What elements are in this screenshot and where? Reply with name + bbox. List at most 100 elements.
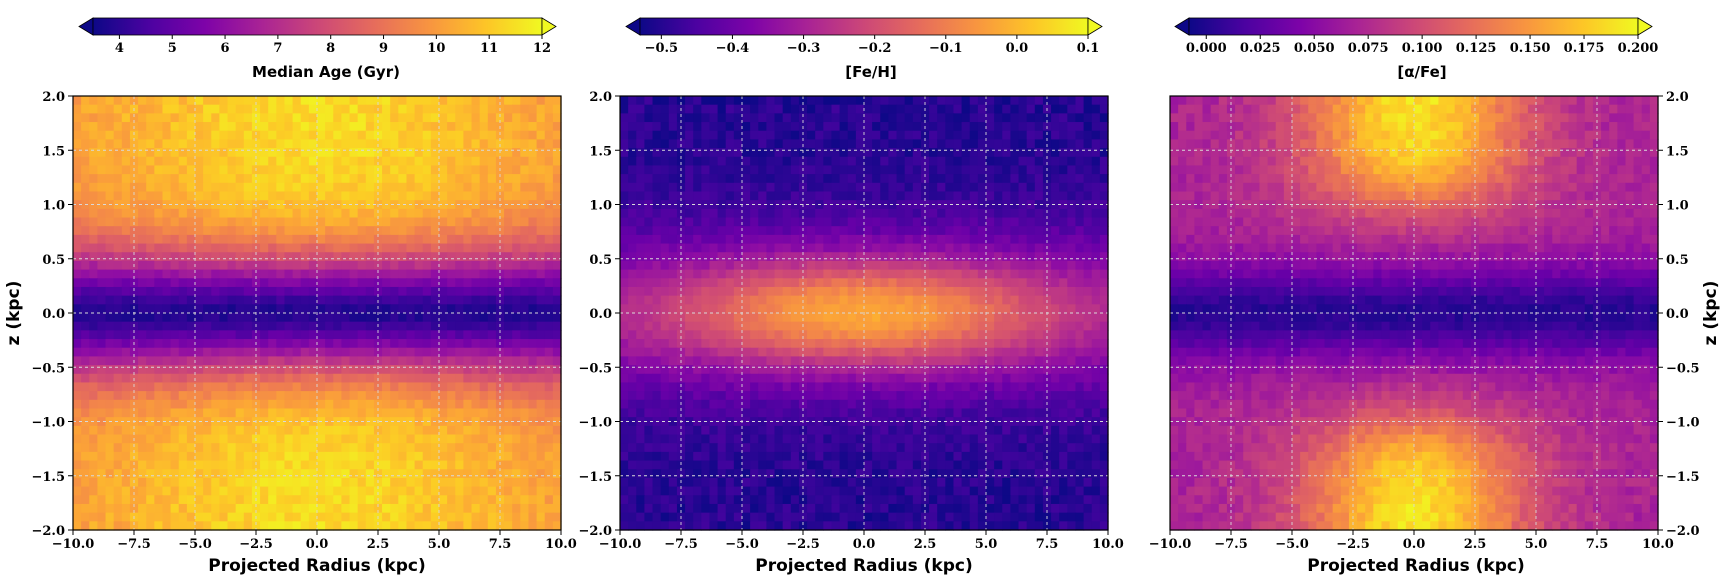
heatmap-cell bbox=[251, 382, 261, 392]
heatmap-cell bbox=[912, 252, 922, 262]
heatmap-cell bbox=[308, 469, 318, 479]
heatmap-cell bbox=[406, 96, 416, 106]
heatmap-cell bbox=[750, 313, 759, 323]
heatmap-cell bbox=[284, 486, 294, 496]
heatmap-cell bbox=[170, 286, 180, 297]
heatmap-cell bbox=[929, 217, 938, 227]
heatmap-cell bbox=[406, 469, 416, 479]
heatmap-cell bbox=[447, 182, 456, 193]
heatmap-cell bbox=[504, 165, 513, 175]
heatmap-cell bbox=[138, 521, 147, 531]
heatmap-cell bbox=[170, 451, 180, 462]
heatmap-cell bbox=[636, 122, 645, 132]
heatmap-cell bbox=[487, 113, 497, 123]
heatmap-cell bbox=[839, 365, 849, 375]
heatmap-cell bbox=[260, 512, 269, 522]
heatmap-cell bbox=[341, 243, 351, 253]
heatmap-cell bbox=[439, 339, 448, 349]
heatmap-cell bbox=[430, 477, 440, 488]
heatmap-cell bbox=[398, 330, 408, 340]
heatmap-cell bbox=[912, 182, 922, 193]
heatmap-cell bbox=[709, 156, 719, 167]
heatmap-cell bbox=[154, 408, 164, 418]
heatmap-cell bbox=[1034, 347, 1044, 357]
heatmap-cell bbox=[317, 460, 326, 470]
heatmap-cell bbox=[251, 503, 261, 514]
heatmap-cell bbox=[790, 156, 800, 167]
heatmap-cell bbox=[422, 113, 432, 123]
colorbar-fe-h: −0.5 −0.4 −0.3 −0.2 −0.1 0.0 0.1 bbox=[625, 17, 1103, 56]
heatmap-cell bbox=[325, 443, 334, 453]
heatmap-cell bbox=[439, 148, 448, 158]
heatmap-cell bbox=[89, 321, 98, 331]
heatmap-cell bbox=[839, 217, 849, 227]
heatmap-cell bbox=[414, 339, 424, 349]
heatmap-cell bbox=[308, 122, 318, 132]
heatmap-cell bbox=[121, 469, 131, 479]
heatmap-cell bbox=[227, 148, 237, 158]
heatmap-cell bbox=[105, 347, 115, 357]
heatmap-cell bbox=[929, 313, 938, 323]
heatmap-cell bbox=[479, 139, 489, 149]
heatmap-cell bbox=[317, 477, 326, 488]
heatmap-cell bbox=[807, 208, 816, 219]
heatmap-cell bbox=[479, 295, 489, 305]
heatmap-cell bbox=[211, 321, 220, 331]
heatmap-cell bbox=[961, 182, 971, 193]
heatmap-cell bbox=[725, 252, 735, 262]
heatmap-cell bbox=[896, 295, 906, 305]
heatmap-cell bbox=[912, 304, 922, 314]
heatmap-cell bbox=[325, 217, 334, 227]
heatmap-cell bbox=[774, 191, 784, 201]
heatmap-cell bbox=[341, 208, 351, 219]
heatmap-cell bbox=[186, 391, 196, 401]
heatmap-cell bbox=[660, 113, 670, 123]
heatmap-cell bbox=[1002, 295, 1011, 305]
heatmap-cell bbox=[73, 313, 82, 323]
heatmap-cell bbox=[758, 260, 767, 271]
heatmap-cell bbox=[268, 321, 277, 331]
heatmap-cell bbox=[186, 182, 196, 193]
heatmap-cell bbox=[235, 217, 245, 227]
heatmap-cell bbox=[937, 113, 946, 123]
heatmap-cell bbox=[750, 234, 759, 245]
heatmap-cell bbox=[471, 130, 481, 140]
heatmap-cell bbox=[709, 347, 719, 357]
heatmap-cell bbox=[73, 460, 82, 470]
y-tick-label: 2.0 bbox=[42, 90, 65, 105]
heatmap-cell bbox=[73, 295, 82, 305]
heatmap-cell bbox=[121, 313, 131, 323]
heatmap-cell bbox=[904, 139, 914, 149]
heatmap-cell bbox=[81, 399, 90, 410]
heatmap-cell bbox=[178, 286, 188, 297]
heatmap-cell bbox=[178, 356, 188, 366]
heatmap-cell bbox=[276, 191, 286, 201]
heatmap-cell bbox=[260, 347, 269, 357]
heatmap-cell bbox=[170, 408, 180, 418]
heatmap-cell bbox=[479, 356, 489, 366]
heatmap-cell bbox=[235, 425, 245, 436]
heatmap-cell bbox=[1067, 191, 1077, 201]
heatmap-cell bbox=[823, 260, 833, 271]
heatmap-cell bbox=[628, 130, 637, 140]
heatmap-cell bbox=[709, 208, 719, 219]
heatmap-cell bbox=[520, 304, 530, 314]
heatmap-cell bbox=[471, 391, 481, 401]
heatmap-cell bbox=[430, 122, 440, 132]
heatmap-cell bbox=[325, 469, 334, 479]
heatmap-cell bbox=[495, 425, 505, 436]
heatmap-cell bbox=[479, 451, 489, 462]
heatmap-cell bbox=[676, 252, 686, 262]
heatmap-cell bbox=[1075, 174, 1085, 184]
heatmap-cell bbox=[406, 234, 416, 245]
heatmap-cell bbox=[398, 174, 408, 184]
heatmap-cell bbox=[455, 382, 464, 392]
heatmap-cell bbox=[896, 139, 906, 149]
heatmap-cell bbox=[487, 304, 497, 314]
heatmap-cell bbox=[929, 226, 938, 236]
heatmap-cell bbox=[782, 304, 792, 314]
heatmap-cell bbox=[1059, 104, 1068, 114]
heatmap-cell bbox=[113, 295, 123, 305]
heatmap-cell bbox=[912, 148, 922, 158]
heatmap-cell bbox=[463, 304, 473, 314]
